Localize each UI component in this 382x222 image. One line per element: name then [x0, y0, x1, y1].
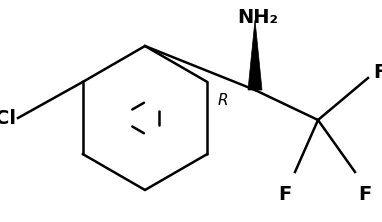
Text: F: F [278, 185, 291, 204]
Polygon shape [248, 20, 262, 90]
Text: F: F [373, 63, 382, 81]
Text: Cl: Cl [0, 109, 16, 127]
Text: NH₂: NH₂ [238, 8, 278, 27]
Text: R: R [217, 93, 228, 107]
Text: F: F [358, 185, 371, 204]
